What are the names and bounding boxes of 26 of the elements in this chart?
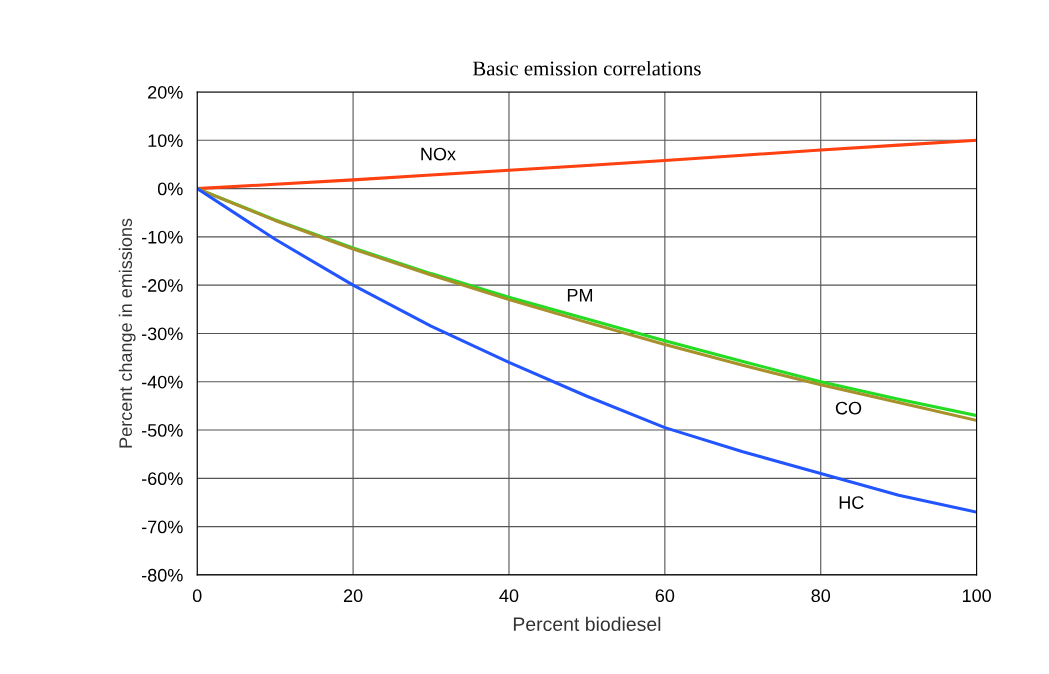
y-tick-label: -50% <box>141 423 183 437</box>
y-tick-label: -30% <box>141 327 183 341</box>
x-axis-title: Percent biodiesel <box>513 616 661 632</box>
series-label: CO <box>835 401 862 415</box>
x-tick-label: 80 <box>811 589 831 603</box>
y-axis-title: Percent change in emissions <box>118 218 136 448</box>
x-tick-label: 100 <box>962 589 991 603</box>
y-tick-label: -20% <box>141 279 183 292</box>
series-label: PM <box>567 289 593 302</box>
x-tick-label: 40 <box>499 589 519 603</box>
chart-title: Basic emission correlations <box>472 60 701 76</box>
y-tick-label: 20% <box>148 85 183 99</box>
y-tick-label: 0% <box>157 182 183 196</box>
line-series <box>197 138 977 191</box>
y-tick-label: 10% <box>148 134 183 148</box>
x-tick-label: 60 <box>655 589 675 603</box>
y-tick-label: -80% <box>141 568 183 582</box>
y-tick-label: -60% <box>141 472 183 486</box>
series-label: NOx <box>421 147 456 161</box>
y-tick-label: -40% <box>141 375 183 389</box>
y-tick-label: -10% <box>141 230 183 244</box>
x-tick-label: 20 <box>343 589 363 603</box>
line-series <box>197 187 977 514</box>
x-tick-label: 0 <box>192 589 202 603</box>
y-tick-label: -70% <box>141 520 183 534</box>
series-label: HC <box>839 496 864 509</box>
